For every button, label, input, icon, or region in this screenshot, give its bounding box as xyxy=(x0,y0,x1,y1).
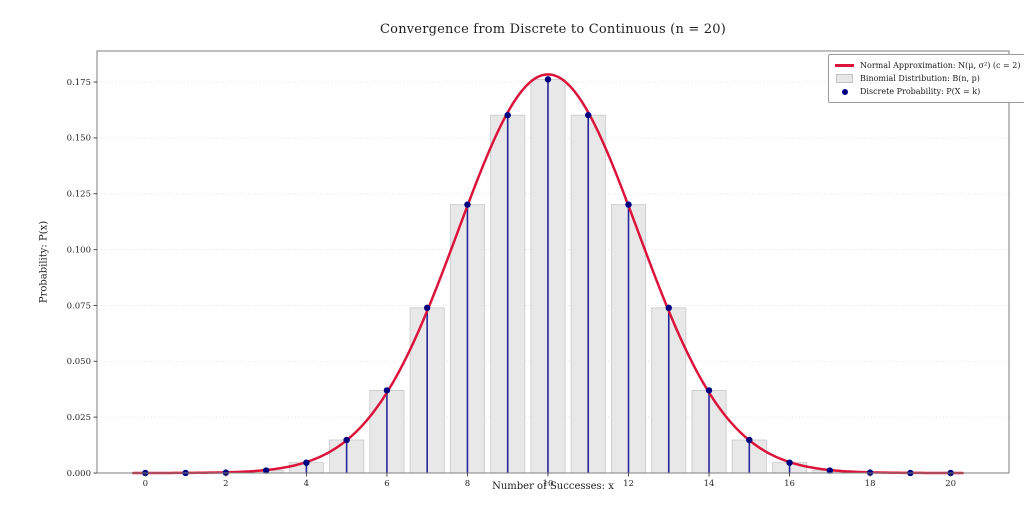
svg-text:14: 14 xyxy=(704,479,715,489)
svg-text:0.050: 0.050 xyxy=(67,357,91,367)
chart-title: Convergence from Discrete to Continuous … xyxy=(380,22,726,37)
svg-text:12: 12 xyxy=(623,479,634,489)
svg-text:2: 2 xyxy=(223,479,228,489)
x-axis-label: Number of Successes: x xyxy=(492,481,614,492)
y-axis-label: Probability: P(x) xyxy=(38,220,50,304)
legend-label: Discrete Probability: P(X = k) xyxy=(860,86,981,96)
svg-text:0.125: 0.125 xyxy=(67,190,91,200)
svg-text:0.150: 0.150 xyxy=(67,134,91,144)
bar-patch-icon xyxy=(835,74,854,83)
svg-text:0.175: 0.175 xyxy=(67,78,91,88)
svg-text:0.075: 0.075 xyxy=(67,301,91,311)
legend: Normal Approximation: N(μ, σ²) (c = 2) B… xyxy=(828,54,1024,103)
svg-text:0.000: 0.000 xyxy=(67,469,91,479)
normal-curve-line-icon xyxy=(835,64,854,67)
svg-text:18: 18 xyxy=(865,479,876,489)
dot-marker-icon xyxy=(835,88,854,95)
svg-text:4: 4 xyxy=(304,479,309,489)
legend-item-normal-approximation: Normal Approximation: N(μ, σ²) (c = 2) xyxy=(835,59,1021,72)
legend-label: Normal Approximation: N(μ, σ²) (c = 2) xyxy=(860,60,1021,70)
legend-label: Binomial Distribution: B(n, p) xyxy=(860,73,980,83)
svg-text:6: 6 xyxy=(384,479,389,489)
svg-text:20: 20 xyxy=(945,479,956,489)
svg-text:0.100: 0.100 xyxy=(67,245,91,255)
svg-text:16: 16 xyxy=(784,479,795,489)
svg-text:10: 10 xyxy=(543,479,554,489)
legend-item-discrete-probability: Discrete Probability: P(X = k) xyxy=(835,85,1021,98)
legend-item-binomial-distribution: Binomial Distribution: B(n, p) xyxy=(835,72,1021,85)
svg-text:0: 0 xyxy=(143,479,148,489)
svg-text:0.025: 0.025 xyxy=(67,413,91,423)
svg-text:8: 8 xyxy=(465,479,470,489)
